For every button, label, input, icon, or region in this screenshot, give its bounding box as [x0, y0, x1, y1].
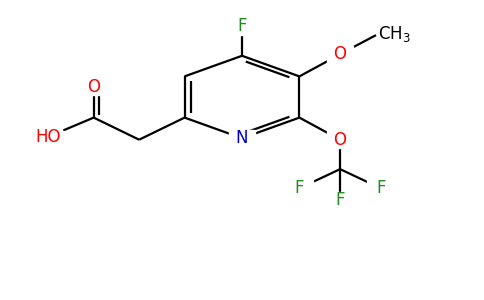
Polygon shape	[35, 128, 61, 145]
Text: O: O	[333, 131, 347, 149]
Polygon shape	[230, 132, 254, 145]
Text: F: F	[295, 179, 304, 197]
Polygon shape	[370, 182, 391, 194]
Polygon shape	[367, 180, 394, 196]
Polygon shape	[330, 194, 350, 206]
Text: HO: HO	[35, 128, 61, 146]
Polygon shape	[80, 78, 107, 95]
Polygon shape	[289, 182, 310, 194]
Text: F: F	[335, 191, 345, 209]
Polygon shape	[33, 131, 63, 142]
Polygon shape	[286, 180, 313, 196]
Polygon shape	[83, 81, 104, 93]
Polygon shape	[228, 18, 256, 34]
Text: F: F	[237, 17, 247, 35]
Text: O: O	[87, 78, 100, 96]
Text: O: O	[333, 45, 347, 63]
Text: N: N	[236, 129, 248, 147]
Polygon shape	[228, 130, 256, 146]
Polygon shape	[327, 46, 353, 62]
Text: CH$_3$: CH$_3$	[378, 24, 411, 44]
Text: F: F	[376, 179, 385, 197]
Polygon shape	[327, 192, 353, 208]
Polygon shape	[327, 131, 353, 148]
